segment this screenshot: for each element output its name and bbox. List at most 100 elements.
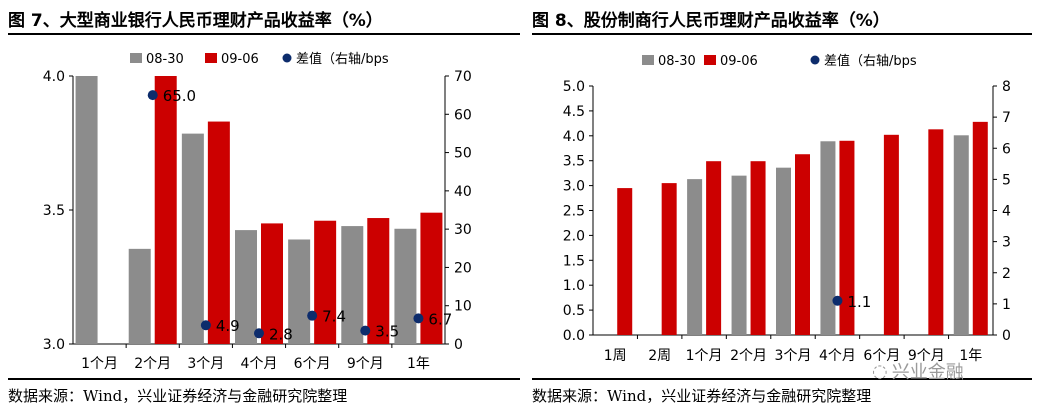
y2-tick-label: 10 xyxy=(454,299,472,315)
x-tick-label: 4个月 xyxy=(819,348,856,364)
bar-08-30 xyxy=(128,248,151,344)
y-tick-label: 0.0 xyxy=(563,328,585,344)
y2-tick-label: 0 xyxy=(1002,328,1011,344)
bar-08-30 xyxy=(731,175,747,335)
bar-08-30 xyxy=(394,228,417,344)
figure-7-title: 图 7、大型商业银行人民币理财产品收益率（%） xyxy=(8,11,383,31)
watermark: ◌ 兴业金融 xyxy=(872,358,964,384)
y2-tick-label: 50 xyxy=(454,146,472,162)
legend-label-diff: 差值（右轴/bps xyxy=(824,53,917,69)
figure-8-bottom-rule xyxy=(532,378,1032,380)
bar-09-06 xyxy=(367,218,390,344)
y-tick-label: 3.0 xyxy=(43,337,65,353)
diff-label: 4.9 xyxy=(216,317,240,335)
bar-09-06 xyxy=(617,188,633,335)
bar-09-06 xyxy=(207,121,230,344)
x-tick-label: 2周 xyxy=(648,348,671,364)
y2-tick-label: 2 xyxy=(1002,266,1011,282)
diff-label: 3.5 xyxy=(375,323,399,341)
y2-tick-label: 7 xyxy=(1002,110,1011,126)
y-tick-label: 3.5 xyxy=(563,154,585,170)
bar-09-06 xyxy=(261,223,283,344)
x-tick-label: 3个月 xyxy=(775,348,812,364)
figure-8-chart: 0.0 0.5 1.0 1.5 2.0 2.5 3.0 3.5 4.0 4.5 5.0 0 1 2 3 4 5 6… xyxy=(563,53,1011,364)
y-tick-label: 0.5 xyxy=(563,303,585,319)
legend-label-0830: 08-30 xyxy=(658,54,696,69)
y2-tick-label: 4 xyxy=(1002,204,1011,220)
figure-8-title: 图 8、股份制商行人民币理财产品收益率（%） xyxy=(532,11,890,31)
bar-09-06 xyxy=(661,183,677,335)
y2-tick-label: 0 xyxy=(454,337,463,353)
y-tick-label: 4.5 xyxy=(563,104,585,120)
diff-point xyxy=(413,313,424,324)
diff-point xyxy=(254,328,264,339)
legend-marker-diff xyxy=(282,53,292,63)
bar-08-30 xyxy=(820,141,836,335)
bar-09-06 xyxy=(314,220,337,344)
y2-tick-label: 60 xyxy=(454,107,472,123)
bar-08-30 xyxy=(75,76,98,344)
x-tick-label: 1个月 xyxy=(81,356,118,372)
legend-swatch-0906 xyxy=(205,53,217,63)
legend-label-0830: 08-30 xyxy=(146,52,184,67)
diff-point xyxy=(307,310,318,321)
bar-09-06 xyxy=(420,212,443,344)
x-tick-label: 2个月 xyxy=(134,356,171,372)
y-tick-label: 4.0 xyxy=(563,129,585,145)
bar-09-06 xyxy=(706,161,722,335)
figure-8-top-rule xyxy=(532,33,1032,35)
x-tick-label: 2个月 xyxy=(730,348,767,364)
legend-swatch-0830 xyxy=(130,53,142,63)
x-tick-label: 6个月 xyxy=(294,356,331,372)
x-tick-label: 1年 xyxy=(407,356,430,372)
legend-swatch-0906 xyxy=(704,55,716,65)
diff-label: 6.7 xyxy=(428,310,452,328)
bar-09-06 xyxy=(928,129,944,335)
y-tick-label: 2.5 xyxy=(563,204,585,220)
figure-7-top-rule xyxy=(8,33,520,35)
x-tick-label: 6个月 xyxy=(863,348,900,364)
x-tick-label: 3个月 xyxy=(187,356,224,372)
diff-point xyxy=(360,325,371,336)
legend-label-0906: 09-06 xyxy=(720,54,758,69)
x-tick-label: 1个月 xyxy=(686,348,723,364)
y2-tick-label: 3 xyxy=(1002,235,1011,251)
figure-7-bottom-rule xyxy=(8,378,520,380)
diff-label: 1.1 xyxy=(847,293,871,311)
bar-08-30 xyxy=(341,226,364,344)
y2-tick-label: 5 xyxy=(1002,172,1011,188)
x-tick-label: 9个月 xyxy=(908,348,945,364)
diff-label: 7.4 xyxy=(322,308,346,326)
x-tick-label: 1周 xyxy=(604,348,627,364)
diff-point xyxy=(200,320,211,331)
bar-08-30 xyxy=(687,179,703,335)
y-tick-label: 4.0 xyxy=(43,69,65,85)
wechat-icon: ◌ xyxy=(872,360,888,382)
y2-tick-label: 40 xyxy=(454,184,472,200)
y-tick-label: 5.0 xyxy=(563,79,585,95)
y2-tick-label: 8 xyxy=(1002,79,1011,95)
y-tick-label: 2.0 xyxy=(563,228,585,244)
diff-label: 65.0 xyxy=(163,87,196,105)
legend-label-0906: 09-06 xyxy=(221,52,259,67)
bar-09-06 xyxy=(839,140,855,335)
x-tick-label: 1年 xyxy=(959,348,982,364)
diff-point xyxy=(832,295,843,306)
y-tick-label: 1.5 xyxy=(563,253,585,269)
bar-08-30 xyxy=(181,133,204,344)
diff-label: 2.8 xyxy=(269,325,293,343)
bar-09-06 xyxy=(883,134,899,335)
figure-8-source: 数据来源：Wind，兴业证券经济与金融研究院整理 xyxy=(532,387,872,405)
watermark-text: 兴业金融 xyxy=(891,362,964,383)
bar-09-06 xyxy=(154,76,177,344)
y2-tick-label: 30 xyxy=(454,222,472,238)
y-tick-label: 3.0 xyxy=(563,179,585,195)
y2-tick-label: 6 xyxy=(1002,141,1011,157)
diff-point xyxy=(147,90,158,101)
legend-label-diff: 差值（右轴/bps xyxy=(296,51,389,67)
legend-swatch-0830 xyxy=(642,55,654,65)
y-tick-label: 1.0 xyxy=(563,278,585,294)
bar-09-06 xyxy=(795,154,810,335)
bar-08-30 xyxy=(235,230,257,344)
